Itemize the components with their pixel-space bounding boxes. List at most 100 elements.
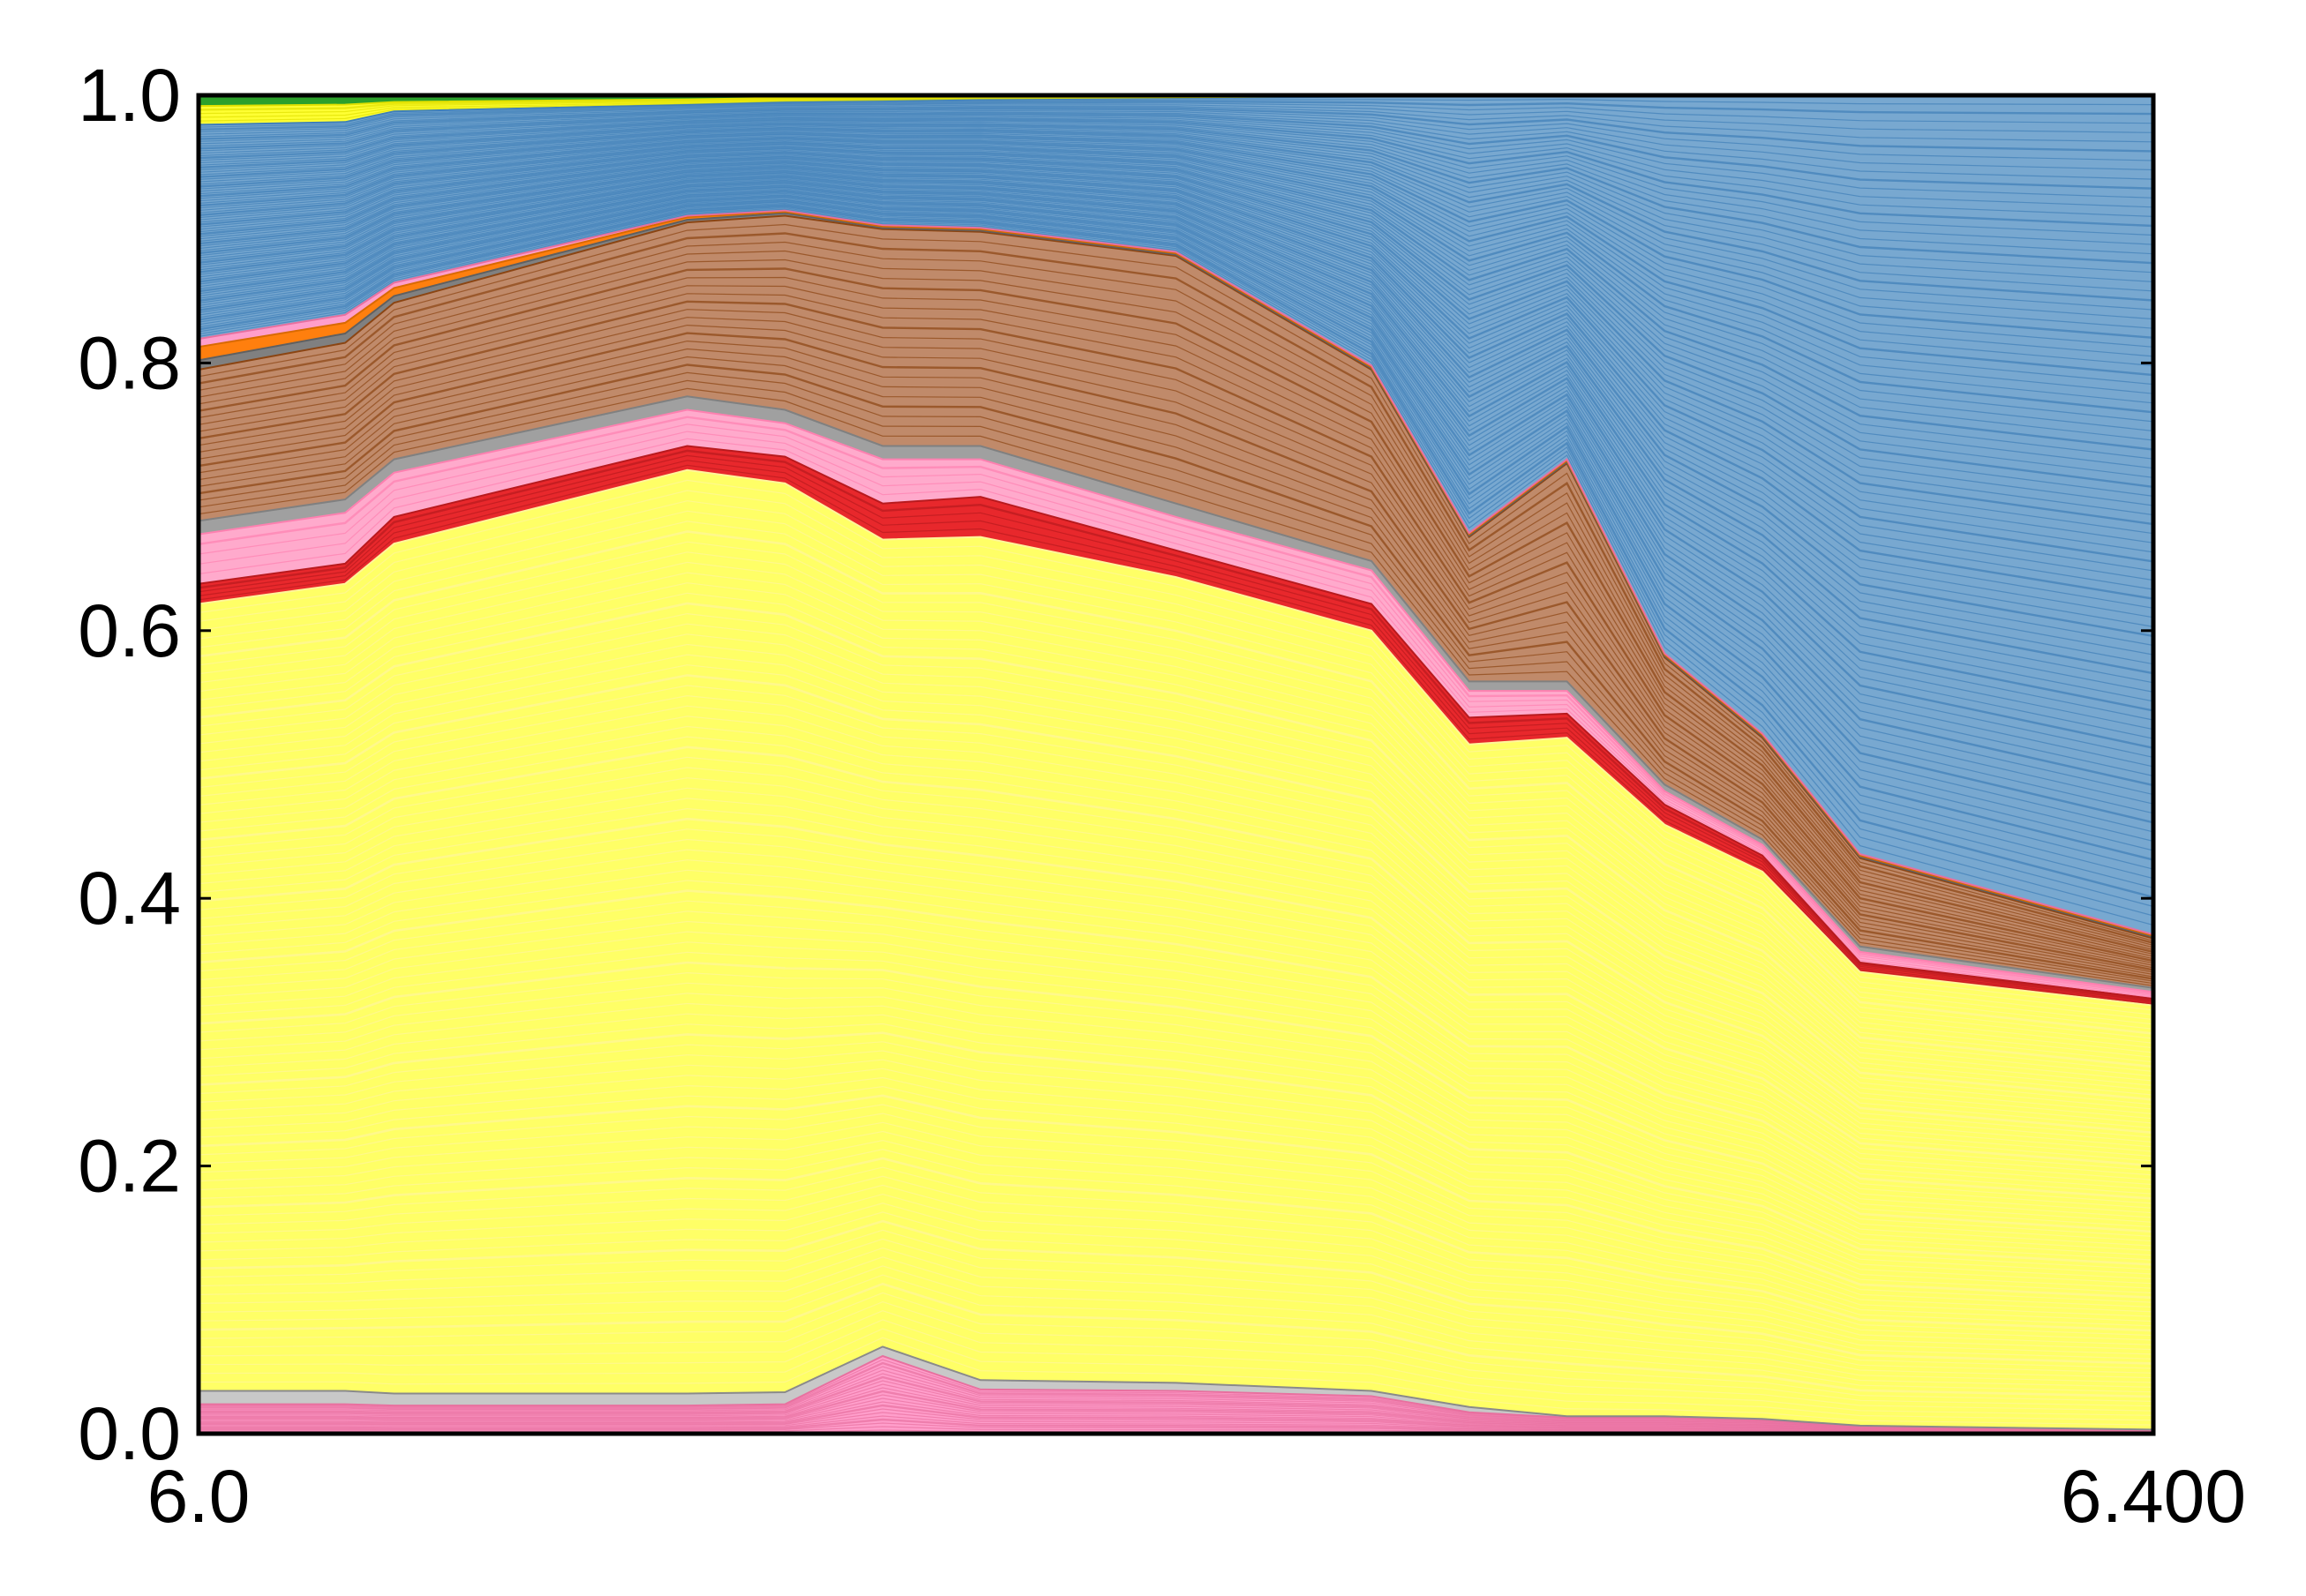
- x-axis: 6.0 6.400: [147, 1455, 2247, 1538]
- sub-series-line: [198, 160, 2154, 553]
- sub-series-line: [198, 150, 2154, 478]
- y-tick-label: 0.2: [78, 1125, 181, 1208]
- sub-series-line: [198, 194, 2154, 824]
- sub-series-line: [198, 114, 2154, 199]
- sub-series-line: [198, 777, 2154, 1148]
- sub-series-line: [198, 1113, 2154, 1308]
- sub-series-line: [198, 332, 2154, 971]
- sub-series-line: [198, 175, 2154, 665]
- sub-series-line: [198, 931, 2154, 1218]
- sub-series-line: [198, 208, 2154, 926]
- sub-series-line: [198, 464, 2154, 1005]
- sub-series-line: [198, 198, 2154, 843]
- sub-series-line: [198, 880, 2154, 1195]
- sub-series-line: [198, 107, 2154, 153]
- sub-series-line: [198, 300, 2154, 963]
- sub-series-line: [198, 572, 2154, 1053]
- sub-series-line: [198, 102, 2154, 133]
- sub-series-line: [198, 154, 2154, 506]
- sub-series-line: [199, 1373, 2154, 1433]
- sub-series-line: [198, 156, 2154, 526]
- sub-series-line: [198, 116, 2154, 208]
- sub-series-line: [198, 449, 2154, 1001]
- sub-series-line: [198, 194, 2154, 814]
- sub-series-line: [199, 1361, 2154, 1433]
- sub-series-line: [198, 951, 2154, 1228]
- sub-series-line: [198, 165, 2154, 590]
- sub-series-line: [199, 1375, 2154, 1433]
- sub-series-line: [198, 117, 2154, 228]
- sub-series-line: [198, 716, 2154, 1120]
- sub-series-line: [199, 1415, 2154, 1434]
- sub-series-line: [198, 124, 2154, 273]
- sub-series-line: [198, 250, 2154, 948]
- sub-series-line: [198, 131, 2154, 339]
- sub-series-line: [198, 1265, 2154, 1388]
- sub-series-line: [198, 756, 2154, 1138]
- sub-series-line: [198, 1211, 2154, 1360]
- sub-series-line: [198, 1219, 2154, 1365]
- sub-series-line: [198, 145, 2154, 432]
- sub-series-line: [198, 259, 2154, 951]
- sub-series-line: [198, 674, 2154, 1101]
- layer-boundary-line: [199, 1354, 2154, 1432]
- sub-series-line: [198, 1238, 2154, 1374]
- sub-series-line: [198, 1292, 2154, 1402]
- sub-series-line: [198, 423, 2154, 995]
- sub-series-line: [199, 1404, 2154, 1435]
- sub-series-line: [198, 173, 2154, 656]
- y-tick-label: 1.0: [78, 54, 181, 137]
- sub-series-line: [198, 582, 2154, 1058]
- sub-series-line: [198, 207, 2154, 917]
- sub-series-line: [198, 119, 2154, 236]
- sub-layer-lines: [198, 94, 2154, 1435]
- sub-series-line: [198, 982, 2154, 1242]
- sub-series-line: [198, 112, 2154, 190]
- sub-series-line: [198, 293, 2154, 960]
- sub-series-line: [198, 168, 2154, 609]
- layer-boundary-line: [198, 445, 2154, 1000]
- sub-series-line: [198, 184, 2154, 739]
- sub-series-line: [198, 685, 2154, 1105]
- sub-series-line: [198, 454, 2154, 1002]
- sub-series-line: [198, 175, 2154, 675]
- sub-series-line: [198, 148, 2154, 460]
- sub-series-line: [198, 521, 2154, 1030]
- sub-series-line: [198, 1013, 2154, 1256]
- layer-boundary-line: [198, 210, 2154, 937]
- sub-series-line: [198, 166, 2154, 600]
- sub-series-line: [198, 510, 2154, 1025]
- sub-series-line: [198, 285, 2154, 957]
- sub-series-line: [198, 162, 2154, 572]
- sub-series-line: [198, 163, 2154, 581]
- sub-series-line: [198, 798, 2154, 1158]
- layer-boundary-line: [198, 212, 2154, 939]
- sub-series-line: [198, 920, 2154, 1214]
- sub-series-line: [199, 1412, 2154, 1434]
- sub-series-line: [198, 1023, 2154, 1261]
- sub-series-line: [198, 309, 2154, 964]
- sub-series-line: [198, 324, 2154, 969]
- sub-series-line: [198, 623, 2154, 1077]
- sub-series-line: [198, 1300, 2154, 1407]
- sub-series-line: [198, 1274, 2154, 1393]
- sub-series-line: [198, 131, 2154, 329]
- sub-series-line: [198, 122, 2154, 265]
- sub-series-line: [198, 159, 2154, 543]
- sub-series-line: [198, 146, 2154, 441]
- sub-series-line: [198, 137, 2154, 377]
- sub-series-line: [198, 371, 2154, 982]
- sub-series-line: [198, 232, 2154, 944]
- sub-series-line: [198, 694, 2154, 1110]
- sub-series-line: [199, 1383, 2154, 1433]
- sub-series-line: [198, 1184, 2154, 1345]
- sub-series-line: [198, 1031, 2154, 1266]
- sub-series-line: [198, 1068, 2154, 1285]
- sub-series-line: [199, 1369, 2154, 1433]
- sub-series-line: [198, 530, 2154, 1035]
- sub-series-line: [198, 971, 2154, 1237]
- sub-series-line: [198, 746, 2154, 1135]
- sub-series-line: [198, 1328, 2154, 1421]
- sub-series-line: [198, 161, 2154, 563]
